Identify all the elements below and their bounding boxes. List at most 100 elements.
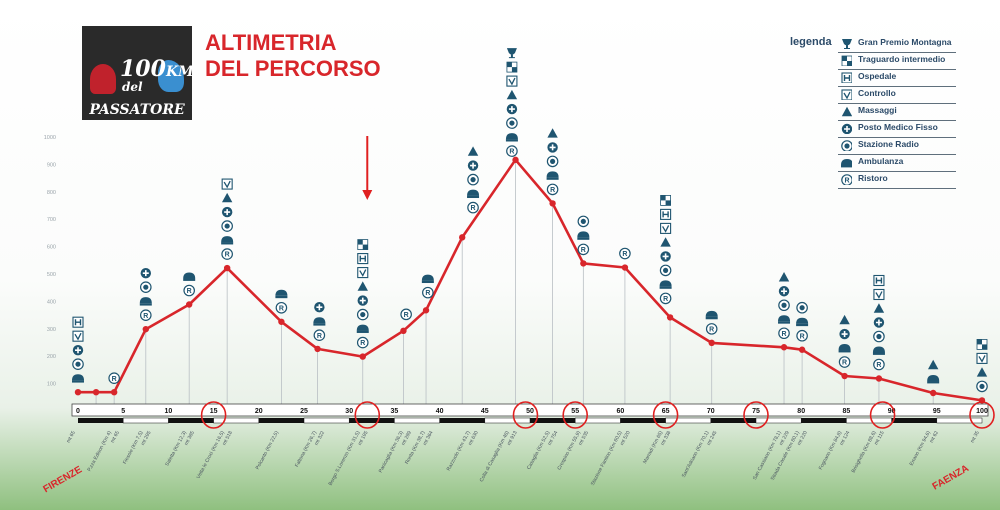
km-bar-segment <box>936 417 983 424</box>
ambulance-icon <box>421 274 434 281</box>
station-stack: R <box>546 128 559 196</box>
ambulance-icon <box>705 310 718 317</box>
legend-item: Massaggi <box>838 104 956 121</box>
lion-icon <box>158 60 184 92</box>
massage-icon <box>873 303 885 313</box>
check-icon <box>841 89 852 100</box>
legend-label: Massaggi <box>858 105 897 115</box>
x-tick-label: 25 <box>300 408 308 415</box>
waypoint-label: Casaglia (Km 52,5) <box>526 430 552 471</box>
station-stack: R <box>659 195 672 305</box>
y-tick-label: 700 <box>47 217 56 223</box>
waypoint-label: Brisighella (Km 88,6) <box>851 430 878 474</box>
restaurant-icon <box>183 284 195 297</box>
radio-dot <box>75 361 81 367</box>
check-mark <box>978 355 986 363</box>
check-mark <box>359 269 367 277</box>
legend-item: Stazione Radio <box>838 138 956 155</box>
elevation-profile <box>74 156 986 404</box>
massage-icon <box>357 281 368 291</box>
profile-point <box>841 372 848 380</box>
ambulance-icon <box>838 344 851 351</box>
cross-mark <box>224 209 231 216</box>
check-icon <box>506 75 518 87</box>
station-stack: R <box>400 308 412 321</box>
check-icon <box>72 330 84 342</box>
radio-dot <box>550 158 556 165</box>
highlight-circle <box>354 401 381 429</box>
profile-point <box>359 353 366 360</box>
km-bar-segment <box>574 417 621 424</box>
highlight-circle <box>200 401 227 429</box>
check-mark <box>223 180 231 189</box>
radio-dot <box>844 143 850 149</box>
ambulance-icon <box>275 289 288 296</box>
highlight-circle <box>652 401 679 429</box>
restaurant-icon <box>796 329 808 342</box>
waypoint-label: mt 65 <box>110 430 121 444</box>
end-label: FAENZA <box>931 463 971 493</box>
cross-mark <box>875 319 882 326</box>
x-tick-label: 80 <box>797 408 805 415</box>
massage-icon <box>927 359 939 370</box>
page-title: ALTIMETRIA DEL PERCORSO <box>205 30 381 82</box>
station-stack: R <box>505 48 518 157</box>
station-stack <box>927 359 940 384</box>
check-icon <box>841 89 852 100</box>
passatore-logo: 100KM del PASSATORE <box>82 26 194 120</box>
waypoint-labels: mt 65 P.zza Edison (Km 4)mt 65 Fiesole (Km… <box>41 430 980 495</box>
radio-dot <box>979 383 985 390</box>
checker-square <box>506 62 512 68</box>
profile-point <box>780 344 788 351</box>
restaurant-letter: R <box>709 326 714 333</box>
hospital-h <box>74 319 82 326</box>
ambulance-icon <box>927 375 940 382</box>
check-mark <box>74 332 82 341</box>
ambulance-base <box>659 286 672 289</box>
ambulance-base <box>872 352 885 355</box>
restaurant-letter: R <box>781 331 786 338</box>
station-stack: R <box>872 274 885 371</box>
station-stack: R <box>619 247 631 260</box>
checker-square <box>977 339 982 345</box>
legend-item: R Ristoro <box>838 172 956 189</box>
restaurant-letter: R <box>225 252 230 259</box>
profile-point <box>74 388 82 396</box>
station-icons: R R R R R R R R R R R R R R R R R R R R <box>72 48 988 393</box>
x-tick-label: 95 <box>933 408 941 415</box>
y-tick-label: 800 <box>47 190 56 196</box>
waypoint-label: Crespino (Km 55,9) <box>556 430 582 471</box>
checker-square <box>842 56 847 61</box>
legend-label: Controllo <box>858 88 896 98</box>
annotations <box>200 136 995 429</box>
restaurant-icon <box>838 356 851 368</box>
ambulance-icon <box>841 159 852 165</box>
radio-dot <box>143 284 149 290</box>
cross-mark <box>508 106 515 113</box>
radio-dot <box>224 223 230 229</box>
station-stack: R <box>275 289 288 314</box>
km-bar-frame <box>71 403 989 417</box>
profile-point <box>142 325 149 333</box>
station-stack: R <box>139 267 152 321</box>
restaurant-icon <box>356 336 369 349</box>
legend-item: Controllo <box>838 87 956 104</box>
x-tick-label: 30 <box>345 408 353 415</box>
y-tick-label: 400 <box>47 299 56 305</box>
legend-label: Ristoro <box>858 173 888 183</box>
radio-dot <box>470 177 476 183</box>
waypoint-label: mt 65 <box>66 430 77 444</box>
km-bar-segment <box>710 418 756 423</box>
massage-icon <box>221 192 233 203</box>
km-bar-segment <box>168 418 214 423</box>
restaurant-letter: R <box>425 290 430 297</box>
km-bar-segment <box>755 417 802 424</box>
massage-icon <box>506 89 518 100</box>
ambulance-base <box>221 242 234 245</box>
km-bar-segment <box>213 417 260 424</box>
profile-point <box>580 260 587 267</box>
profile-point <box>549 200 556 207</box>
km-bar-segment <box>349 418 395 423</box>
restaurant-icon <box>313 329 326 342</box>
cross-mark <box>549 144 556 151</box>
